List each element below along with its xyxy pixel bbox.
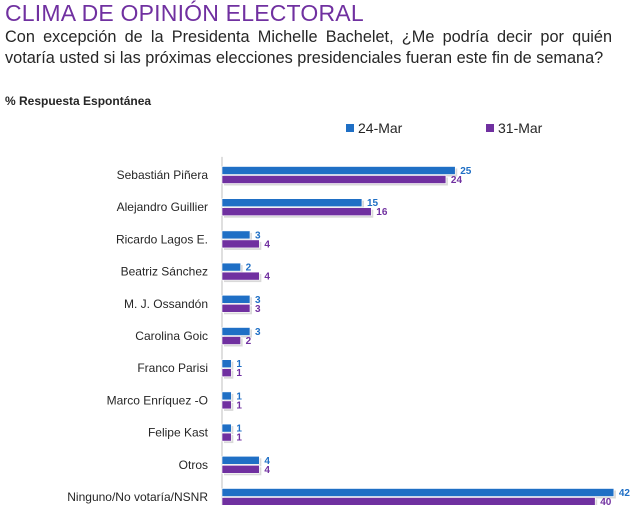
data-label-series-1: 15 — [367, 198, 379, 209]
legend-label-series-1: 24-Mar — [358, 120, 403, 136]
category-label: Beatriz Sánchez — [121, 265, 208, 279]
bar-series-2 — [221, 432, 232, 442]
category-label: Carolina Goic — [135, 329, 208, 343]
category-label: Marco Enríquez -O — [107, 393, 208, 407]
bar-series-2 — [221, 207, 372, 216]
data-label-series-2: 1 — [236, 400, 242, 411]
data-label-series-2: 2 — [246, 336, 252, 347]
data-label-series-1: 1 — [236, 359, 242, 370]
bar-series-2 — [221, 497, 596, 505]
bar-series-1 — [221, 166, 456, 175]
legend-item-series-2: 31-Mar — [486, 120, 542, 136]
legend-swatch-series-1 — [346, 124, 354, 132]
data-label-series-1: 2 — [246, 263, 252, 274]
category-label: Ricardo Lagos E. — [116, 232, 208, 246]
bar-series-1 — [221, 359, 232, 369]
data-label-series-2: 40 — [600, 497, 612, 505]
bar-series-2 — [221, 175, 447, 184]
bar-series-1 — [221, 230, 251, 240]
category-label: Franco Parisi — [137, 361, 208, 375]
data-label-series-1: 3 — [255, 295, 261, 306]
bar-series-2 — [221, 368, 232, 378]
data-label-series-1: 3 — [255, 327, 261, 338]
survey-question: Con excepción de la Presidenta Michelle … — [5, 28, 612, 67]
category-label: Sebastián Piñera — [117, 168, 209, 182]
bar-series-1 — [221, 198, 363, 207]
data-label-series-2: 16 — [376, 207, 388, 218]
bar-series-2 — [221, 400, 232, 410]
data-label-series-2: 1 — [236, 433, 242, 444]
legend-label-series-2: 31-Mar — [498, 120, 543, 136]
data-label-series-2: 4 — [264, 272, 270, 283]
bar-series-1 — [221, 294, 251, 304]
bar-series-2 — [221, 303, 251, 313]
data-label-series-2: 1 — [236, 368, 242, 379]
category-label: Ninguno/No votaría/NSNR — [67, 490, 208, 504]
chart-subtitle: % Respuesta Espontánea — [5, 94, 152, 108]
category-label: Alejandro Guillier — [117, 200, 208, 214]
legend-item-series-1: 24-Mar — [346, 120, 402, 136]
bar-series-1 — [221, 423, 232, 433]
bar-series-1 — [221, 262, 241, 272]
data-label-series-1: 1 — [236, 391, 242, 402]
data-label-series-2: 4 — [264, 239, 270, 250]
chart-title: CLIMA DE OPINIÓN ELECTORAL — [5, 0, 364, 26]
bar-series-1 — [221, 455, 260, 465]
bar-series-2 — [221, 271, 260, 281]
data-label-series-1: 42 — [619, 488, 631, 499]
bar-series-1 — [221, 488, 615, 497]
bar-series-2 — [221, 336, 241, 345]
data-label-series-2: 4 — [264, 465, 270, 476]
bar-series-2 — [221, 464, 260, 474]
data-label-series-1: 25 — [460, 166, 472, 177]
bar-series-2 — [221, 239, 260, 249]
bar-series-1 — [221, 327, 251, 336]
data-label-series-1: 1 — [236, 424, 242, 435]
category-label: Felipe Kast — [148, 426, 209, 440]
bar-series-1 — [221, 391, 232, 401]
category-label: Otros — [179, 458, 208, 472]
category-label: M. J. Ossandón — [124, 297, 208, 311]
data-label-series-1: 4 — [264, 456, 270, 467]
data-label-series-2: 3 — [255, 304, 261, 315]
data-label-series-2: 24 — [451, 175, 463, 186]
legend-swatch-series-2 — [486, 124, 494, 132]
data-label-series-1: 3 — [255, 230, 261, 241]
